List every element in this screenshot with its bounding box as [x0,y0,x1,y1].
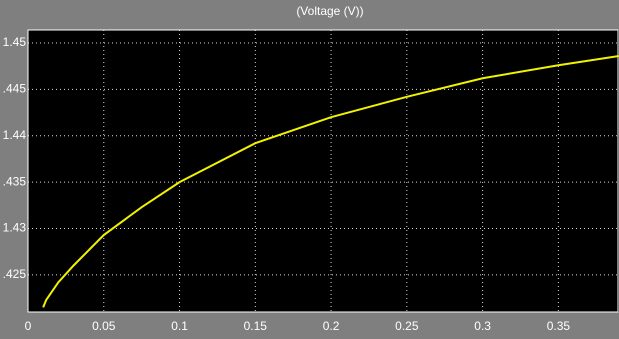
x-tick-label: 0.15 [244,319,268,333]
x-tick-label: 0.2 [323,319,340,333]
x-tick-label: 0.3 [474,319,491,333]
y-tick-label: 1.44 [3,128,27,142]
y-tick-label: 1.43 [3,221,27,235]
plot-area [28,30,619,312]
y-tick-label: .435 [3,174,27,188]
x-tick-label: 0.25 [395,319,419,333]
x-tick-label: 0 [25,319,32,333]
voltage-line [42,54,619,308]
x-tick-label: 0.05 [92,319,116,333]
x-tick-label: 0.35 [547,319,571,333]
y-tick-label: .425 [3,267,27,281]
y-tick-label: 1.45 [3,35,27,49]
x-tick-label: 0.1 [171,319,188,333]
plot-frame [27,29,619,313]
chart-title: (Voltage (V)) [296,4,363,18]
y-tick-label: .445 [3,82,27,96]
